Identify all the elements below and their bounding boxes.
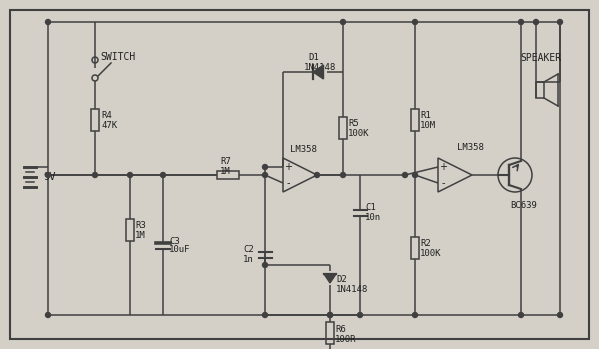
- Circle shape: [358, 312, 362, 318]
- Text: R3: R3: [135, 221, 146, 230]
- Bar: [411, 109, 419, 131]
- Polygon shape: [324, 274, 336, 283]
- Circle shape: [519, 20, 524, 24]
- Polygon shape: [313, 65, 323, 79]
- Circle shape: [262, 172, 268, 178]
- Circle shape: [161, 172, 165, 178]
- Circle shape: [558, 312, 562, 318]
- Bar: [91, 109, 99, 131]
- Circle shape: [403, 172, 407, 178]
- Circle shape: [413, 20, 418, 24]
- Bar: [217, 171, 239, 179]
- Circle shape: [262, 164, 268, 170]
- Text: R7: R7: [220, 157, 231, 166]
- Text: R4: R4: [101, 111, 112, 119]
- Text: D2: D2: [336, 275, 347, 283]
- Circle shape: [46, 312, 50, 318]
- Text: 100R: 100R: [335, 335, 356, 344]
- Text: SWITCH: SWITCH: [100, 52, 135, 62]
- Text: BC639: BC639: [510, 200, 537, 209]
- Text: 1N4148: 1N4148: [304, 62, 336, 72]
- Text: 10uF: 10uF: [169, 245, 190, 254]
- Text: 47K: 47K: [101, 120, 117, 129]
- Text: C3: C3: [169, 237, 180, 245]
- Bar: [339, 117, 347, 139]
- Text: 100K: 100K: [348, 128, 370, 138]
- Text: -: -: [286, 178, 290, 188]
- Bar: [536, 82, 544, 98]
- Text: LM358: LM358: [457, 142, 484, 151]
- Text: D1: D1: [308, 53, 319, 62]
- Circle shape: [558, 20, 562, 24]
- Text: 1M: 1M: [135, 230, 146, 239]
- Text: LM358: LM358: [290, 144, 317, 154]
- Text: R2: R2: [420, 238, 431, 247]
- Text: C1: C1: [365, 202, 376, 211]
- Circle shape: [413, 312, 418, 318]
- Text: R5: R5: [348, 119, 359, 127]
- Circle shape: [262, 312, 268, 318]
- Bar: [411, 237, 419, 259]
- Circle shape: [46, 20, 50, 24]
- Text: R1: R1: [420, 111, 431, 119]
- Text: C2: C2: [243, 245, 254, 254]
- Circle shape: [262, 262, 268, 267]
- Text: 9V: 9V: [43, 172, 56, 182]
- Text: R6: R6: [335, 325, 346, 334]
- Text: 10n: 10n: [365, 213, 381, 222]
- Circle shape: [328, 312, 332, 318]
- Text: 100K: 100K: [420, 248, 441, 258]
- Text: 1M: 1M: [220, 166, 231, 176]
- Circle shape: [314, 172, 319, 178]
- Bar: [326, 322, 334, 344]
- Circle shape: [340, 20, 346, 24]
- Text: SPEAKER: SPEAKER: [520, 53, 561, 63]
- Bar: [126, 219, 134, 241]
- Circle shape: [46, 172, 50, 178]
- Text: +: +: [439, 162, 447, 172]
- Text: -: -: [441, 178, 444, 188]
- Circle shape: [92, 172, 98, 178]
- Circle shape: [534, 20, 539, 24]
- Circle shape: [328, 312, 332, 318]
- Circle shape: [413, 172, 418, 178]
- Text: +: +: [284, 162, 292, 172]
- Text: 10M: 10M: [420, 120, 436, 129]
- Text: 1n: 1n: [243, 254, 254, 263]
- Circle shape: [519, 312, 524, 318]
- Text: 1N4148: 1N4148: [336, 284, 368, 294]
- Circle shape: [128, 172, 132, 178]
- Circle shape: [340, 172, 346, 178]
